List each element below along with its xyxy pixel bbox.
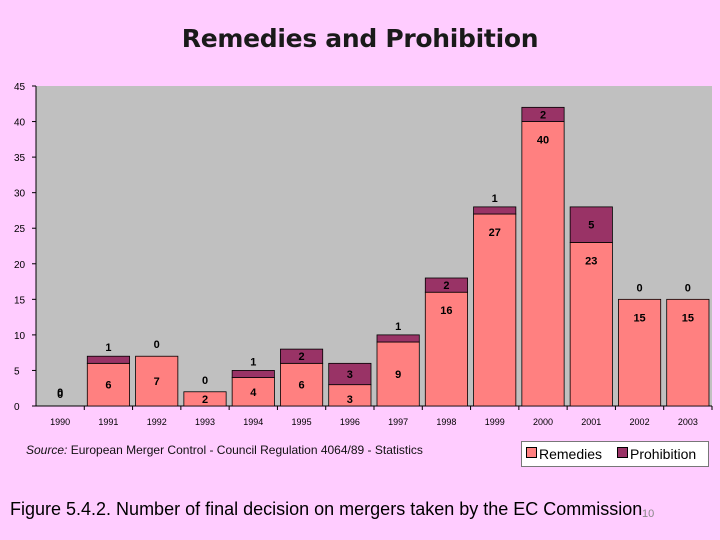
figure-caption: Figure 5.4.2. Number of final decision o… [10,499,643,519]
bar-remedies-1995 [280,362,324,407]
x-tick-label: 2001 [581,417,601,427]
page-number: 10 [642,508,655,520]
bar-remedies-2001 [569,242,613,407]
x-tick-label: 1999 [485,417,505,427]
label-remedies-1990: 0 [57,387,63,399]
label-remedies-2002: 15 [633,312,645,324]
y-tick-label: 45 [14,82,26,93]
label-remedies-2003: 15 [682,312,694,324]
x-tick-label: 1998 [436,417,456,427]
x-tick-label: 1996 [340,417,360,427]
bar-remedies-2003 [666,298,710,407]
label-remedies-2001: 23 [585,255,597,267]
bars [86,106,710,407]
y-tick-label: 20 [14,260,26,271]
bar-prohibition-2001 [569,206,613,243]
x-tick-label: 1992 [147,417,167,427]
label-remedies-1994: 4 [250,387,257,399]
label-remedies-1992: 7 [154,376,160,388]
legend-swatch-prohibition [617,447,628,458]
label-prohibition-1993: 0 [202,375,208,387]
bar-prohibition-1995 [280,348,324,364]
bar-prohibition-1996 [328,362,372,386]
y-axis: 0 5 10 15 20 25 30 35 40 45 [14,82,37,413]
source-text: European Merger Control - Council Regula… [70,443,423,457]
y-tick-label: 25 [14,224,26,235]
y-tick-label: 0 [14,402,20,413]
label-prohibition-1994: 1 [250,356,256,368]
bar-remedies-2000 [521,121,565,407]
x-tick-label: 2003 [678,417,698,427]
label-prohibition-2000: 2 [540,109,546,121]
legend-swatch-remedies [526,447,537,458]
bar-remedies-1999 [473,213,517,407]
legend: Remedies Prohibition [521,441,709,467]
bar-prohibition-1998 [424,277,468,293]
label-remedies-2000: 40 [537,135,549,147]
label-remedies-1999: 27 [489,227,501,239]
label-prohibition-1990: 0 [57,389,63,401]
x-tick-label: 2002 [630,417,650,427]
bar-remedies-1992 [135,355,179,407]
bar-prohibition-1997 [376,334,420,343]
label-remedies-1995: 6 [299,380,305,392]
label-prohibition-1992: 0 [154,339,160,351]
label-remedies-1998: 16 [440,305,452,317]
bar-remedies-1997 [376,341,420,407]
label-prohibition-1999: 1 [492,193,498,205]
bar-remedies-1993 [183,391,227,407]
label-prohibition-1998: 2 [443,280,449,292]
label-remedies-1997: 9 [395,369,401,381]
source-note: Source: European Merger Control - Counci… [26,443,423,457]
bar-prohibition-2000 [521,106,565,122]
bar-prohibition-1999 [473,206,517,215]
bar-remedies-2002 [618,298,662,407]
x-tick-label: 1991 [98,417,118,427]
label-prohibition-1995: 2 [299,351,305,363]
x-tick-label: 2000 [533,417,553,427]
label-prohibition-2001: 5 [588,220,594,232]
x-tick-label: 1994 [243,417,263,427]
label-prohibition-2002: 0 [637,282,643,294]
label-remedies-1993: 2 [202,394,208,406]
y-tick-label: 30 [14,189,26,200]
chart-title: Remedies and Prohibition [181,24,539,53]
x-tick-label: 1990 [50,417,70,427]
y-tick-label: 40 [14,118,26,129]
y-tick-label: 35 [14,153,26,164]
x-tick-label: 1993 [195,417,215,427]
legend-label-remedies: Remedies [539,446,603,462]
bar-prohibition-1991 [86,355,130,364]
x-tick-label: 1997 [388,417,408,427]
label-prohibition-1991: 1 [105,342,111,354]
x-axis: 1990 1991 1992 1993 1994 1995 1996 1997 1998 1999… [36,405,713,427]
bar-remedies-1994 [231,377,275,407]
bar-prohibition-1994 [231,370,275,378]
source-label: Source: [26,443,68,457]
label-remedies-1996: 3 [347,394,353,406]
label-remedies-1991: 6 [105,380,111,392]
x-tick-label: 1995 [292,417,312,427]
y-tick-label: 15 [14,295,26,306]
bar-remedies-1991 [86,362,130,407]
legend-label-prohibition: Prohibition [630,446,697,462]
label-prohibition-1997: 1 [395,321,401,333]
legend-item-remedies: Remedies [526,446,602,462]
legend-item-prohibition: Prohibition [617,446,696,462]
label-prohibition-1996: 3 [347,369,353,381]
y-tick-label: 10 [14,331,26,342]
label-prohibition-2003: 0 [685,282,691,294]
y-tick-label: 5 [14,366,20,377]
